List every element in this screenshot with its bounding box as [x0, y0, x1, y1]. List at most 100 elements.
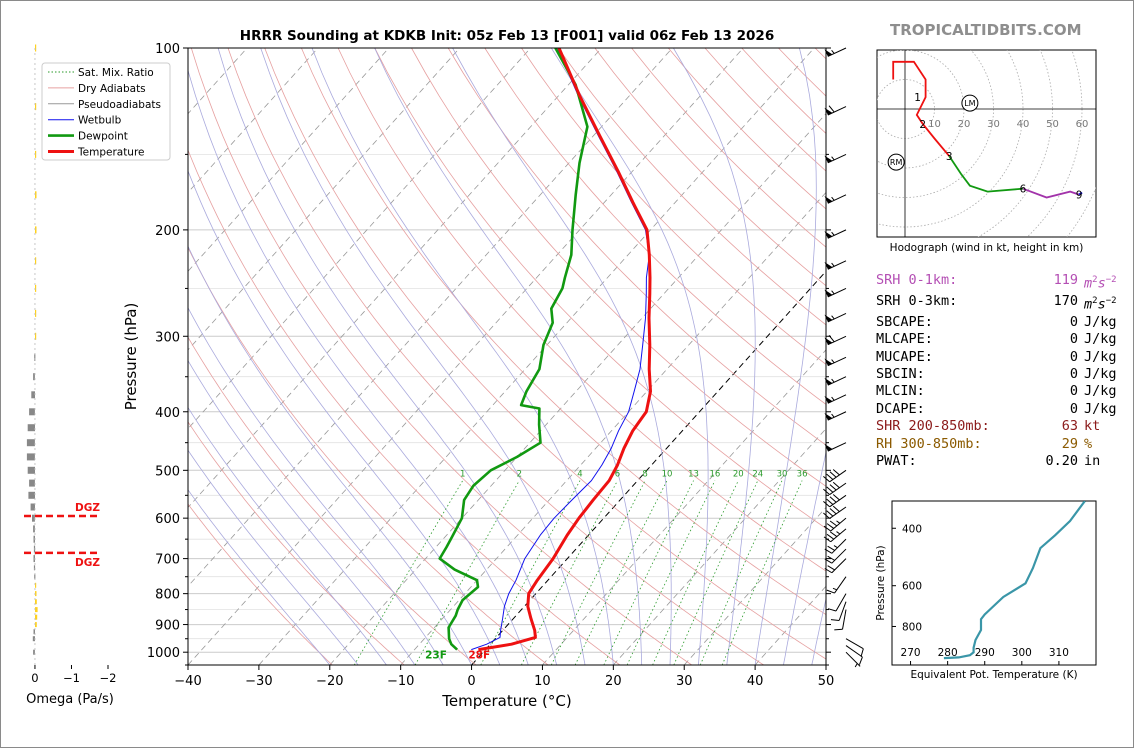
- wind-barb-staff: [830, 528, 847, 543]
- wind-barb-full: [832, 494, 840, 501]
- omega-bar: [34, 353, 36, 361]
- param-row: MLCAPE: 0 J/kg: [876, 331, 1117, 348]
- wind-barb: [824, 411, 847, 421]
- wind-barb-half: [831, 290, 835, 295]
- wind-barb: [824, 229, 847, 239]
- wind-barb-full: [823, 525, 831, 532]
- dry-adiabat-line: [188, 421, 405, 665]
- param-label: PWAT:: [876, 453, 917, 470]
- hodograph-range-label: 60: [1076, 119, 1089, 130]
- param-row: MUCAPE: 0 J/kg: [876, 349, 1117, 366]
- wind-barb-flag: [824, 231, 833, 239]
- x-tick-label: 20: [605, 674, 622, 689]
- wind-barb: [824, 105, 847, 116]
- wind-barb-full: [826, 589, 835, 594]
- hodograph-height-label: 1: [914, 92, 921, 104]
- skewt-axes-frame: [187, 47, 827, 666]
- dry-adiabat-line: [190, 48, 693, 665]
- theta-e-x-tick-label: 310: [1049, 647, 1069, 659]
- param-unit: J/kg: [1084, 348, 1117, 365]
- storm-motion-marker: LM: [961, 94, 979, 112]
- omega-bar: [29, 408, 35, 416]
- hodograph-range-label: 50: [1046, 119, 1059, 130]
- wind-barb: [824, 442, 847, 452]
- legend-label: Dewpoint: [78, 131, 128, 143]
- theta-e-x-label: Equivalent Pot. Temperature (K): [910, 669, 1077, 681]
- omega-bar: [35, 226, 37, 234]
- pseudoadiabat-line: [188, 169, 501, 665]
- isotherm-line: [188, 48, 390, 272]
- isotherm-line: [0, 48, 34, 665]
- wind-barb-flag: [824, 261, 833, 270]
- wind-barb-full: [829, 520, 838, 527]
- omega-axis-label: Omega (Pa/s): [26, 692, 114, 707]
- param-unit: J/kg: [1084, 331, 1117, 348]
- wind-barb-full: [824, 558, 833, 564]
- param-row: SBCAPE: 0 J/kg: [876, 314, 1117, 331]
- mixing-ratio-line: [550, 480, 646, 665]
- wind-barb-staff: [842, 609, 847, 630]
- wind-barb-half: [831, 49, 835, 54]
- skewt-background: [0, 48, 826, 665]
- theta-e-x-tick-label: 300: [1012, 647, 1032, 659]
- surface-dewpoint-label: 23F: [425, 650, 447, 662]
- x-tick-label: 0: [467, 674, 475, 689]
- wind-barb-half: [831, 396, 835, 401]
- isotherm-line: [188, 48, 744, 665]
- omega-tick-label: −1: [63, 671, 80, 685]
- skewt-axes: −40 −30 −20 −10 0 10 20 30 40 50 1000 900 800 700 600 5…: [122, 42, 834, 710]
- mixing-ratio-line: [699, 480, 783, 665]
- hodograph-height-label: 9: [1076, 190, 1083, 202]
- param-unit: %: [1084, 435, 1093, 452]
- wind-barb-full: [823, 512, 830, 519]
- param-value: 29: [1061, 435, 1078, 452]
- dry-adiabat-line: [188, 148, 621, 665]
- wind-barb-full: [829, 484, 837, 491]
- wind-barb-flag: [824, 443, 833, 452]
- omega-bar: [35, 257, 37, 265]
- pseudoadiabat-line: [188, 489, 331, 665]
- wind-barb-half: [832, 587, 838, 591]
- wind-barb-full: [832, 505, 840, 512]
- legend-label: Sat. Mix. Ratio: [78, 67, 154, 79]
- dgz-label: DGZ: [75, 557, 100, 569]
- legend-label: Dry Adiabats: [78, 83, 146, 95]
- hodograph-height-label: 6: [1020, 184, 1027, 196]
- omega-bar: [26, 439, 35, 447]
- wind-barb: [824, 47, 847, 57]
- pseudoadiabat-line: [188, 449, 359, 665]
- wind-barb-staff: [845, 638, 864, 650]
- omega-bar: [33, 525, 35, 533]
- wind-barb: [824, 312, 847, 323]
- hodograph-trace: [1022, 187, 1080, 199]
- pseudoadiabat-line: [217, 48, 557, 665]
- omega-bar: [27, 424, 35, 432]
- wind-barb-flag: [824, 155, 833, 163]
- x-axis-label: Temperature (°C): [441, 692, 571, 710]
- mixing-ratio-label: 20: [733, 470, 744, 480]
- dry-adiabat-line: [557, 48, 826, 326]
- theta-e-y-tick-label: 600: [902, 581, 922, 593]
- param-row: SRH 0-3km: 170 m2s−2: [876, 293, 1117, 314]
- theta-e-x-tick-label: 290: [975, 647, 995, 659]
- theta-e-panel: 270 280 290 300 310 800 600 400 Equivalent Pot. …: [875, 500, 1097, 681]
- wind-barb-full: [823, 536, 831, 543]
- x-tick-label: −20: [316, 674, 343, 689]
- param-unit: J/kg: [1084, 400, 1117, 417]
- omega-panel: 0 −1 −2 Omega (Pa/s) DGZ DGZ: [24, 44, 116, 707]
- param-value: 170: [1053, 292, 1078, 309]
- wind-barb-full: [829, 531, 838, 537]
- omega-bar: [27, 466, 35, 474]
- isotherm-line: [258, 48, 815, 665]
- wind-barb: [824, 260, 847, 270]
- theta-e-x-tick-label: 270: [901, 647, 921, 659]
- y-tick-label: 600: [155, 512, 180, 527]
- y-tick-label: 200: [155, 224, 180, 239]
- x-tick-label: −30: [245, 674, 272, 689]
- param-row: SBCIN: 0 J/kg: [876, 366, 1117, 383]
- hodograph-caption: Hodograph (wind in kt, height in km): [890, 242, 1084, 254]
- isotherm-line: [400, 191, 826, 665]
- mixing-ratio-line: [721, 480, 803, 665]
